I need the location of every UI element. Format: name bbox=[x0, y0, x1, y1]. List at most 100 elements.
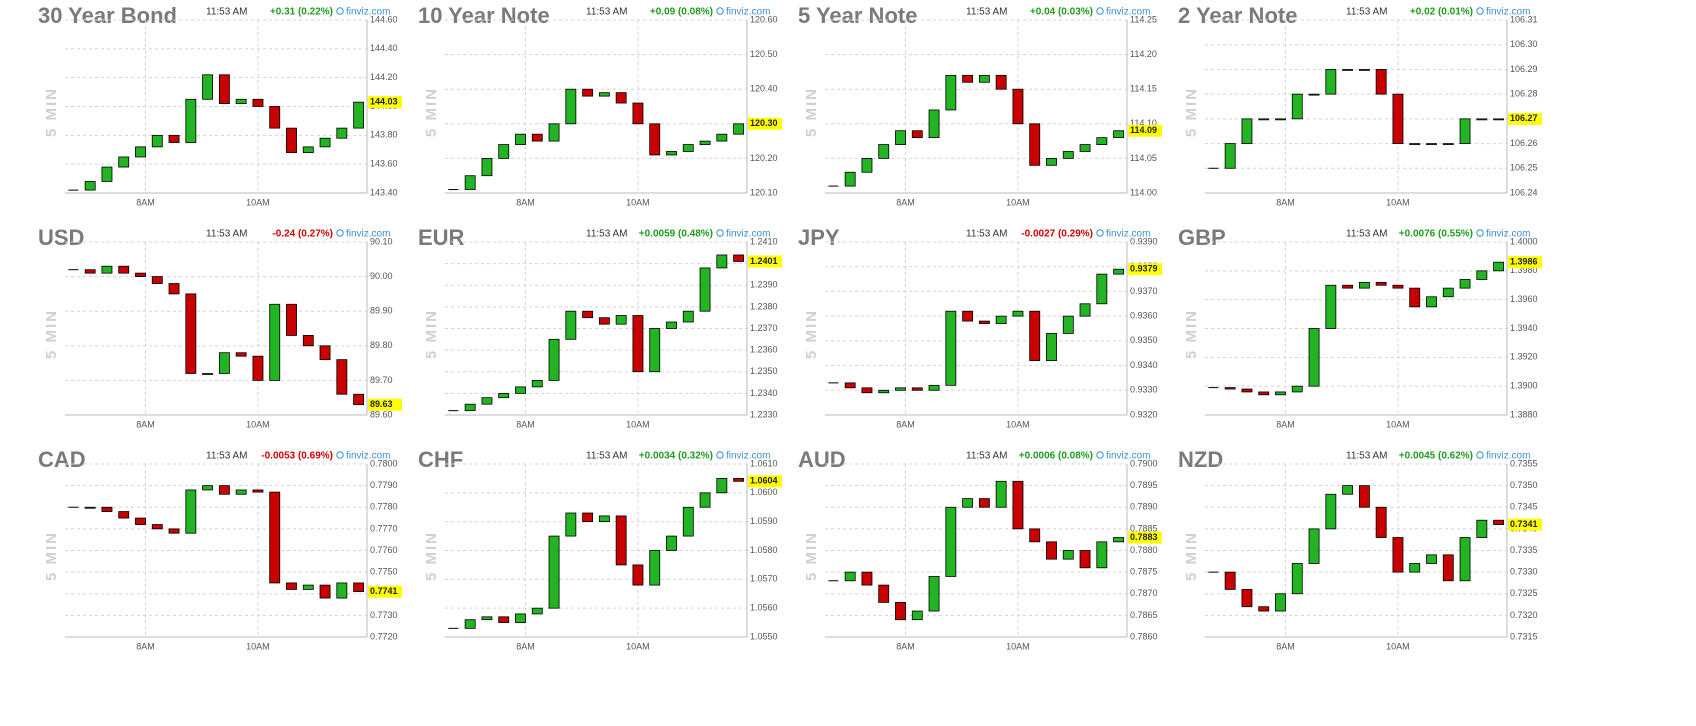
source-icon bbox=[1476, 7, 1484, 15]
y-axis-label: 5 MIN bbox=[43, 531, 60, 581]
candle bbox=[895, 387, 906, 391]
x-tick-label: 8AM bbox=[1276, 197, 1295, 207]
price-change: +0.0076 (0.55%) bbox=[1399, 229, 1473, 240]
y-tick-label: 120.60 bbox=[750, 14, 778, 24]
candle bbox=[699, 140, 711, 145]
timestamp: 11:53 AM bbox=[1346, 451, 1388, 462]
candle bbox=[548, 123, 560, 142]
chart-title: CAD bbox=[38, 447, 86, 472]
chart-title: 30 Year Bond bbox=[38, 3, 177, 28]
candle bbox=[1442, 287, 1454, 298]
y-tick-label: 0.7330 bbox=[1510, 567, 1538, 577]
y-axis-label: 5 MIN bbox=[803, 531, 820, 581]
y-tick-label: 0.7720 bbox=[370, 631, 398, 641]
y-tick-label: 114.10 bbox=[1130, 118, 1157, 128]
candle bbox=[1392, 284, 1404, 289]
candle bbox=[995, 74, 1007, 90]
y-tick-label: 0.7315 bbox=[1510, 631, 1538, 641]
candle bbox=[733, 254, 745, 262]
x-tick-label: 8AM bbox=[516, 641, 535, 651]
candle bbox=[682, 310, 694, 323]
candle bbox=[844, 571, 856, 582]
y-tick-label: 106.31 bbox=[1510, 14, 1538, 24]
candle bbox=[945, 506, 957, 577]
x-tick-label: 10AM bbox=[626, 419, 650, 429]
timestamp: 11:53 AM bbox=[206, 229, 248, 240]
y-tick-label: 106.29 bbox=[1510, 64, 1538, 74]
chart-panel: 30 Year Bond 11:53 AM +0.31 (0.22%) finviz.… bbox=[38, 3, 402, 207]
candle bbox=[235, 489, 247, 495]
candle bbox=[336, 127, 348, 139]
candle bbox=[1096, 137, 1108, 145]
candle bbox=[101, 265, 113, 274]
candle bbox=[1096, 273, 1108, 305]
candle bbox=[515, 386, 526, 394]
candle bbox=[135, 272, 146, 278]
candle bbox=[666, 151, 677, 156]
chart-panel: 10 Year Note 11:53 AM +0.09 (0.08%) finviz.… bbox=[418, 3, 782, 207]
chart-panel: CAD 11:53 AM -0.0053 (0.69%) finviz.com 5 MI… bbox=[38, 447, 402, 651]
y-tick-label: 89.90 bbox=[370, 306, 393, 316]
candle bbox=[1476, 118, 1488, 121]
candle bbox=[878, 144, 890, 159]
last-price-box bbox=[368, 398, 402, 411]
price-change: +0.31 (0.22%) bbox=[270, 7, 333, 18]
candle bbox=[878, 389, 890, 394]
y-tick-label: 106.24 bbox=[1510, 187, 1538, 197]
y-tick-label: 0.7800 bbox=[370, 458, 398, 468]
y-tick-label: 1.0590 bbox=[750, 516, 778, 526]
y-tick-label: 120.40 bbox=[750, 84, 778, 94]
candle bbox=[615, 315, 627, 325]
y-tick-label: 120.20 bbox=[750, 153, 778, 163]
y-tick-label: 114.25 bbox=[1130, 14, 1157, 24]
y-axis-label: 5 MIN bbox=[1183, 309, 1200, 359]
candle bbox=[464, 619, 476, 629]
y-tick-label: 114.15 bbox=[1130, 84, 1157, 94]
last-price-box bbox=[1128, 124, 1162, 137]
candle bbox=[962, 74, 974, 83]
timestamp: 11:53 AM bbox=[966, 451, 1008, 462]
candle bbox=[319, 345, 331, 361]
candle bbox=[1258, 606, 1270, 612]
candle bbox=[1258, 391, 1270, 396]
candle bbox=[353, 101, 365, 129]
candle bbox=[995, 315, 1007, 324]
y-tick-label: 1.2370 bbox=[750, 323, 778, 333]
candle bbox=[844, 382, 856, 389]
candle bbox=[269, 303, 281, 381]
candle bbox=[716, 133, 728, 142]
chart-panel: 2 Year Note 11:53 AM +0.02 (0.01%) finviz.c… bbox=[1178, 3, 1542, 207]
last-price-box bbox=[748, 475, 782, 488]
source-icon bbox=[1096, 229, 1104, 237]
candle bbox=[598, 317, 610, 325]
x-tick-label: 8AM bbox=[896, 197, 915, 207]
y-tick-label: 0.7770 bbox=[370, 523, 398, 533]
candle bbox=[302, 335, 314, 347]
price-change: +0.0034 (0.32%) bbox=[639, 451, 713, 462]
timestamp: 11:53 AM bbox=[206, 7, 248, 18]
last-price-box bbox=[368, 585, 402, 598]
candle bbox=[1012, 480, 1024, 530]
y-tick-label: 1.2340 bbox=[750, 388, 778, 398]
candle bbox=[1375, 506, 1387, 538]
y-tick-label: 0.7880 bbox=[1130, 545, 1158, 555]
candle bbox=[699, 492, 711, 508]
candle bbox=[168, 134, 180, 143]
timestamp: 11:53 AM bbox=[586, 451, 628, 462]
price-change: +0.09 (0.08%) bbox=[650, 7, 713, 18]
y-axis-label: 5 MIN bbox=[423, 87, 440, 137]
x-tick-label: 10AM bbox=[1386, 641, 1410, 651]
y-tick-label: 0.7750 bbox=[370, 567, 398, 577]
candle bbox=[531, 133, 543, 142]
candle bbox=[515, 613, 526, 623]
y-tick-label: 114.05 bbox=[1130, 153, 1157, 163]
price-change: +0.0045 (0.62%) bbox=[1399, 451, 1473, 462]
candle bbox=[218, 485, 230, 495]
y-tick-label: 1.2360 bbox=[750, 345, 778, 355]
x-tick-label: 8AM bbox=[516, 419, 535, 429]
y-axis-label: 5 MIN bbox=[1183, 87, 1200, 137]
candle bbox=[135, 517, 146, 525]
candle bbox=[1029, 310, 1041, 362]
x-tick-label: 10AM bbox=[246, 419, 270, 429]
source-icon bbox=[336, 229, 344, 237]
